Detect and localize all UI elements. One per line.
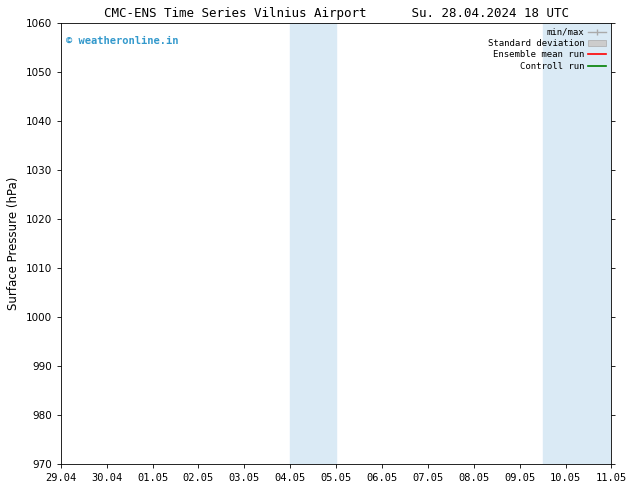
Text: © weatheronline.in: © weatheronline.in xyxy=(67,36,179,46)
Bar xyxy=(566,23,634,464)
Bar xyxy=(290,23,313,464)
Bar xyxy=(543,23,566,464)
Y-axis label: Surface Pressure (hPa): Surface Pressure (hPa) xyxy=(7,176,20,310)
Title: CMC-ENS Time Series Vilnius Airport      Su. 28.04.2024 18 UTC: CMC-ENS Time Series Vilnius Airport Su. … xyxy=(103,7,569,20)
Bar xyxy=(313,23,336,464)
Legend: min/max, Standard deviation, Ensemble mean run, Controll run: min/max, Standard deviation, Ensemble me… xyxy=(484,24,610,74)
